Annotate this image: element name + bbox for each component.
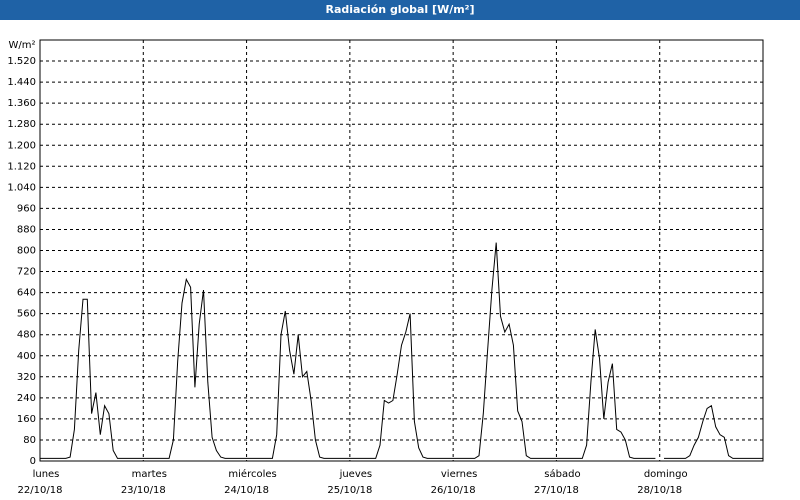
x-tick-label: 27/10/18 [534, 485, 579, 496]
y-tick-label: 1.120 [7, 161, 36, 172]
x-tick-label: 22/10/18 [18, 485, 63, 496]
y-tick-label: 1.200 [7, 140, 36, 151]
y-tick-label: 240 [17, 393, 36, 404]
x-tick-label: 26/10/18 [431, 485, 476, 496]
y-tick-label: 80 [23, 435, 36, 446]
y-tick-label: 880 [17, 224, 36, 235]
y-tick-label: 1.520 [7, 56, 36, 67]
y-tick-label: 640 [17, 288, 36, 299]
y-tick-label: 1.360 [7, 98, 36, 109]
y-tick-label: 320 [17, 372, 36, 383]
x-tick-label: miércoles [228, 468, 276, 480]
y-tick-label: 960 [17, 203, 36, 214]
x-tick-label: 28/10/18 [637, 485, 682, 496]
data-line [40, 242, 763, 459]
y-tick-label: 160 [17, 414, 36, 425]
chart: W/m² 0 80 160 240 320 400 480 560 640 720 800 880 96… [7, 39, 764, 496]
x-tick-label: 23/10/18 [121, 485, 166, 496]
x-tick-label: domingo [644, 469, 688, 480]
y-tick-label: 400 [17, 351, 36, 362]
x-tick-label: lunes [33, 469, 60, 480]
x-tick-label: jueves [339, 469, 373, 480]
x-tick-label: 25/10/18 [327, 485, 372, 496]
y-tick-label: 0 [30, 456, 36, 467]
x-tick-label: 24/10/18 [224, 485, 269, 496]
y-tick-label: 1.440 [7, 77, 36, 88]
x-tick-label: martes [132, 469, 167, 480]
y-tick-label: 1.040 [7, 182, 36, 193]
y-tick-label: 560 [17, 309, 36, 320]
y-tick-label: 480 [17, 330, 36, 341]
plot-frame [39, 39, 764, 462]
title-bar: Radiación global [W/m²] [0, 0, 800, 20]
x-tick-label: sábado [544, 468, 580, 480]
y-tick-label: 720 [17, 267, 36, 278]
y-tick-label: 800 [17, 246, 36, 257]
x-tick-label: viernes [441, 469, 477, 480]
y-axis-unit: W/m² [8, 40, 35, 51]
y-tick-label: 1.280 [7, 119, 36, 130]
